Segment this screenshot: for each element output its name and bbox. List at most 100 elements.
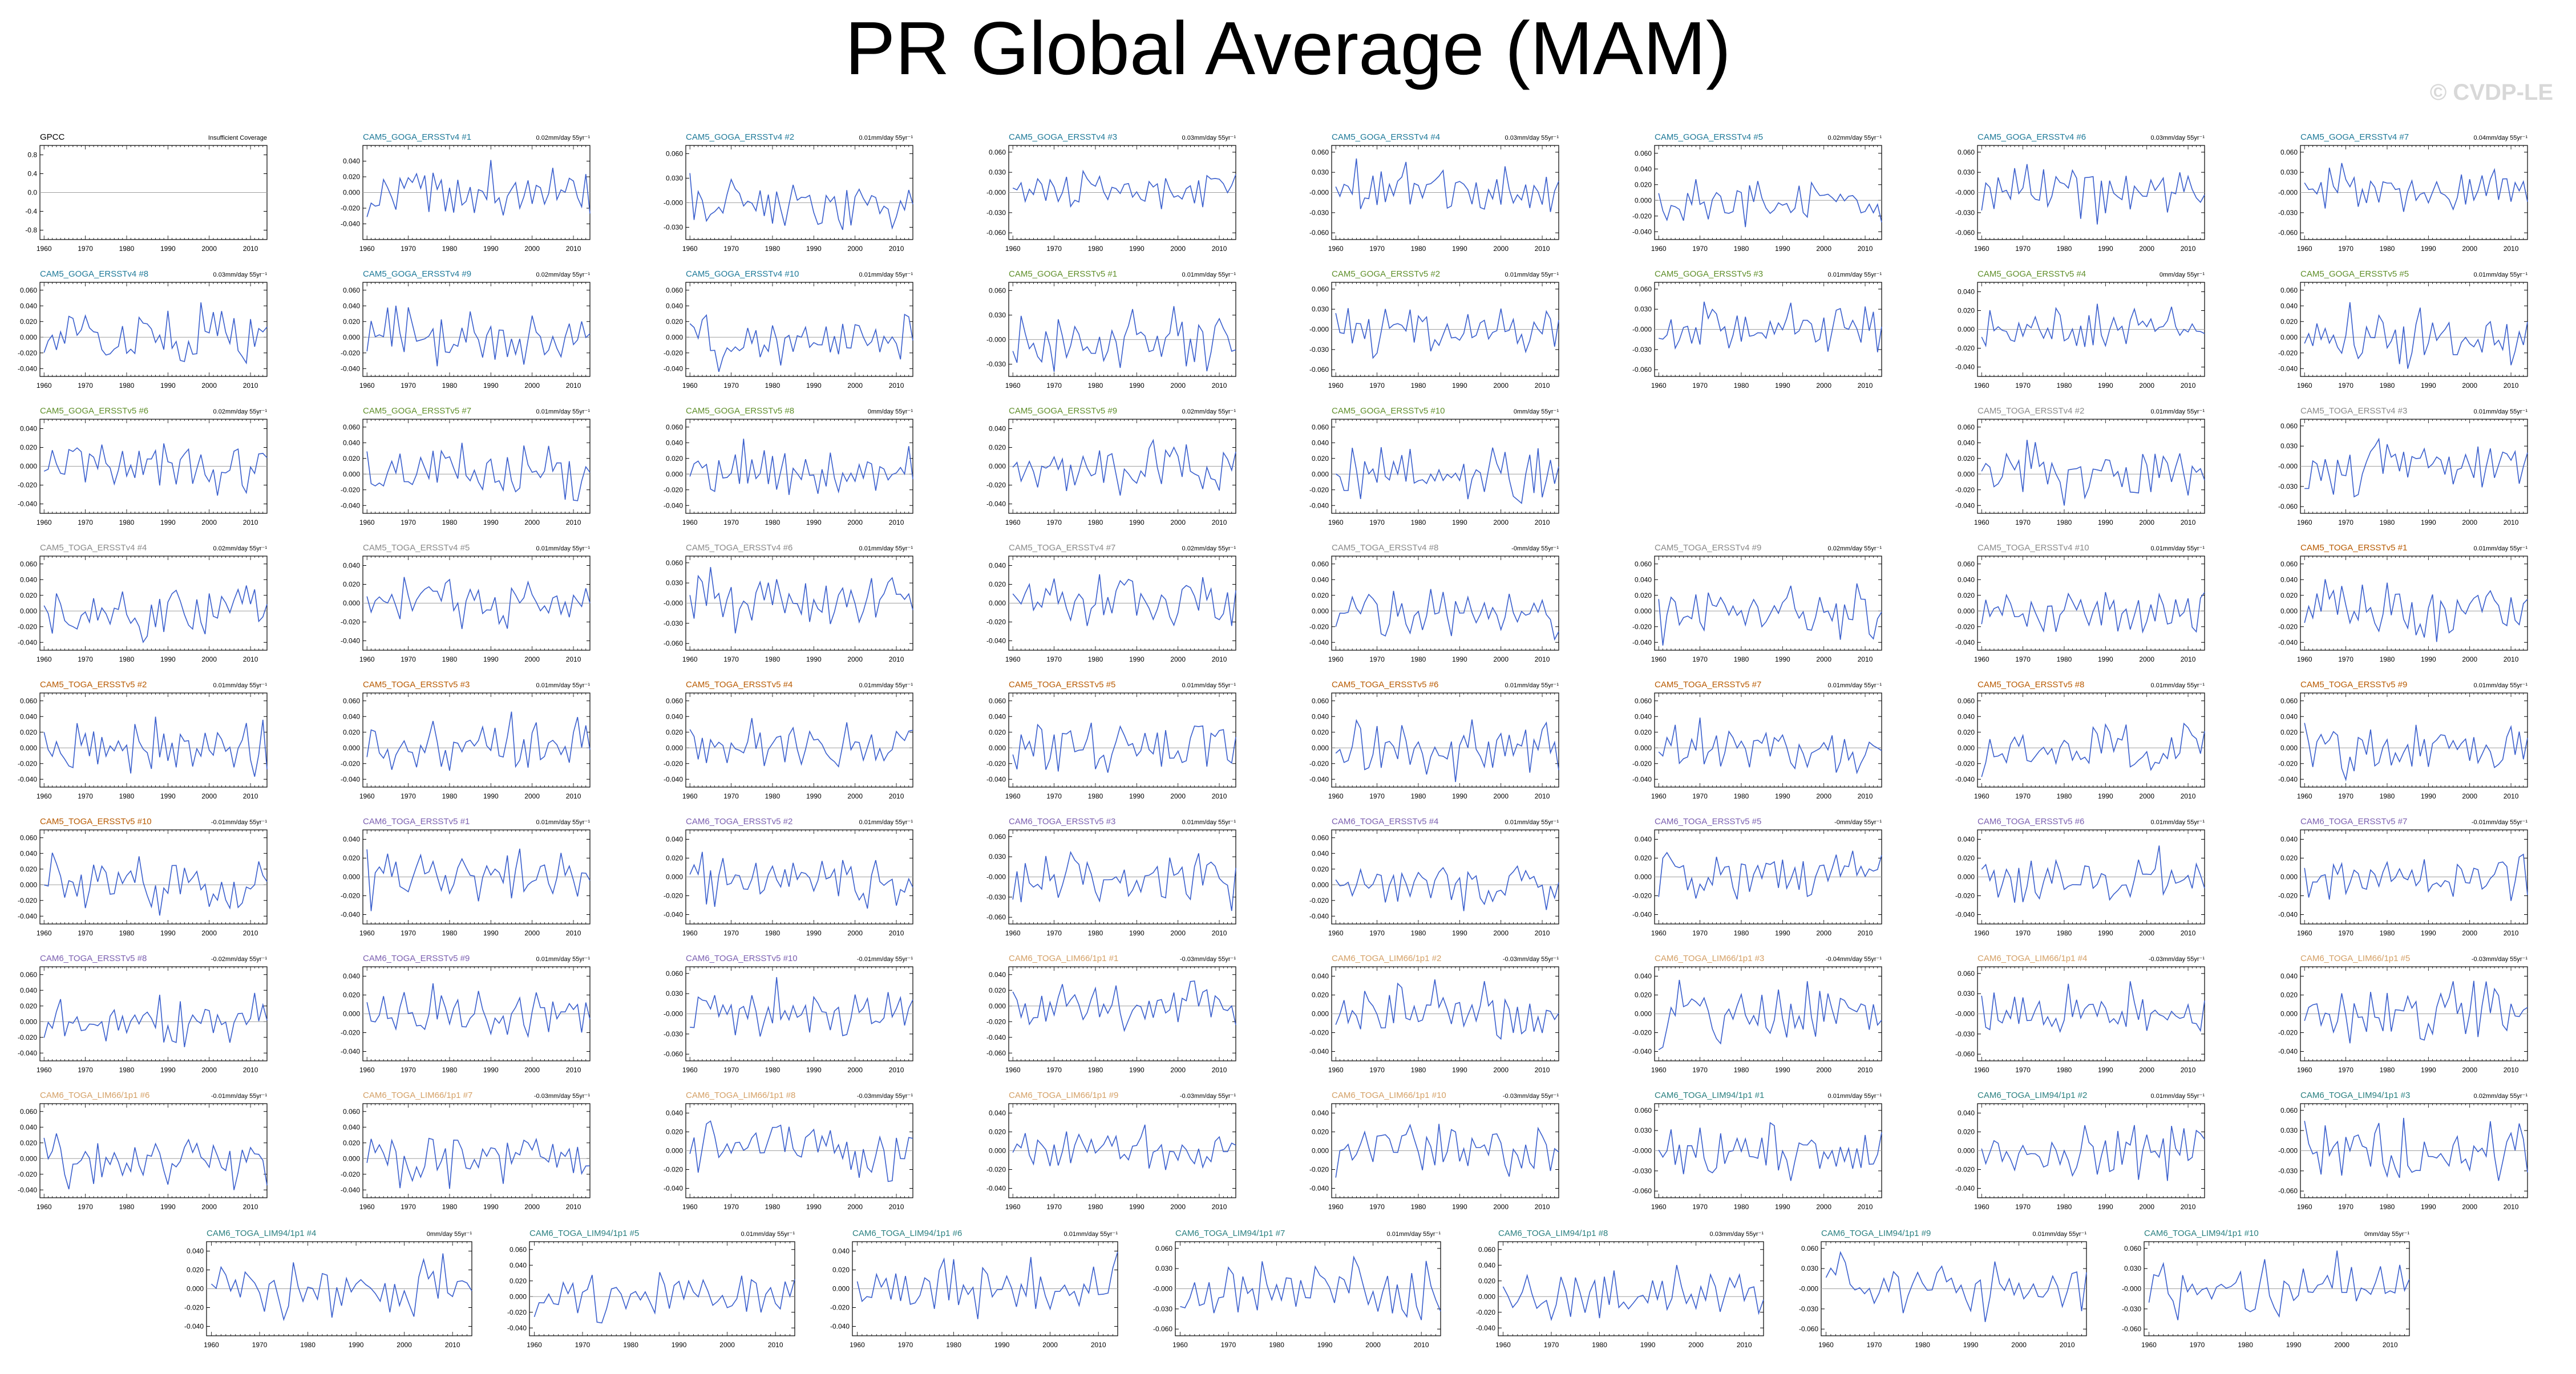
y-tick-label: 0.060 [2280,560,2298,568]
panel-title: CAM5_GOGA_ERSSTv5 #3 [1655,269,1763,279]
x-tick-label: 1960 [682,655,698,663]
y-tick-label: 0.030 [1312,305,1329,313]
y-tick-label: -0.020 [18,623,37,631]
x-tick-label: 2000 [2462,382,2477,390]
y-tick-label: -0.040 [18,775,37,783]
x-tick-label: 2000 [1170,655,1186,663]
y-tick-label: 0.000 [2280,333,2298,341]
panel-title: CAM5_GOGA_ERSSTv4 #2 [686,132,794,142]
x-tick-label: 1990 [160,792,176,800]
panel-title: CAM5_GOGA_ERSSTv4 #5 [1655,132,1763,142]
x-tick-label: 2010 [889,792,904,800]
y-tick-label: 0.060 [2280,286,2298,294]
y-tick-label: -0.030 [1309,346,1329,354]
y-tick-label: 0.040 [1958,439,1975,447]
x-tick-label: 2000 [1493,382,1509,390]
x-tick-label: 2000 [1170,382,1186,390]
panel-19: CAM5_GOGA_ERSSTv5 #8 0mm/day 55yr⁻¹ 0.060 0… [664,406,913,526]
x-tick-label: 1990 [2098,382,2113,390]
y-tick-label: -0.040 [18,500,37,508]
panel-title: CAM5_GOGA_ERSSTv4 #4 [1332,132,1440,142]
y-tick-label: 0.060 [1312,285,1329,293]
y-tick-label: 0.000 [343,470,360,478]
panel-trend: 0.01mm/day 55yr⁻¹ [2151,408,2205,415]
y-tick-label: -0.040 [986,500,1006,508]
series-line [1012,574,1236,627]
panel-trend: 0.01mm/day 55yr⁻¹ [859,271,913,278]
y-tick-label: 0.000 [343,189,360,197]
y-tick-label: 0.000 [343,744,360,752]
x-tick-label: 1990 [483,792,499,800]
panel-4: CAM5_GOGA_ERSSTv4 #3 0.03mm/day 55yr⁻¹ 0.0… [986,132,1236,253]
series-line [1981,303,2205,347]
y-tick-label: -0.020 [2278,349,2298,357]
series-line [1012,169,1236,209]
y-tick-label: -0.020 [18,349,37,357]
x-tick-label: 1980 [119,245,135,253]
x-tick-label: 1970 [1692,655,1708,663]
y-tick-label: -0.020 [1632,623,1652,631]
x-tick-label: 1990 [806,792,822,800]
x-tick-label: 2010 [243,382,258,390]
panel-9: CAM5_GOGA_ERSSTv4 #8 0.03mm/day 55yr⁻¹ 0.0… [18,269,268,390]
y-tick-label: 0.060 [20,560,37,568]
panel-trend: 0.01mm/day 55yr⁻¹ [536,408,591,415]
x-tick-label: 1960 [1651,245,1667,253]
panel-3: CAM5_GOGA_ERSSTv4 #2 0.01mm/day 55yr⁻¹ 0.0… [664,132,913,253]
x-tick-label: 1980 [1411,655,1426,663]
y-tick-label: -0.000 [986,189,1006,197]
y-tick-label: 0.000 [1635,196,1652,204]
x-tick-label: 2010 [1858,382,1873,390]
x-tick-label: 2000 [2462,655,2477,663]
panel-frame [1654,556,1882,651]
panel-trend: 0.01mm/day 55yr⁻¹ [1182,271,1236,278]
y-tick-label: -0.040 [664,775,683,783]
y-tick-label: -0.040 [664,364,683,372]
y-tick-label: -0.020 [1955,344,1975,352]
y-tick-label: -0.020 [2278,623,2298,631]
y-tick-label: -0.060 [1955,229,1975,237]
x-tick-label: 1970 [1046,518,1062,526]
x-tick-label: 1960 [1328,655,1344,663]
y-tick-label: 0.060 [666,149,683,157]
panel-15: CAM5_GOGA_ERSSTv5 #4 0mm/day 55yr⁻¹ 0.040 0… [1955,269,2205,390]
panel-frame [1977,419,2205,514]
x-tick-label: 1970 [1046,655,1062,663]
panel-frame [1331,692,1559,788]
panel-trend: 0.03mm/day 55yr⁻¹ [2151,135,2205,141]
x-tick-label: 1960 [37,245,52,253]
y-tick-label: -0.000 [986,335,1006,343]
y-tick-label: -0.040 [341,501,360,509]
y-tick-label: 0.020 [989,728,1006,736]
y-tick-label: 0.040 [343,562,360,570]
x-tick-label: 1990 [1129,792,1145,800]
page-title: PR Global Average (MAM) [845,6,1731,90]
panel-trend: 0mm/day 55yr⁻¹ [1514,408,1559,415]
panel-23: CAM5_TOGA_ERSSTv4 #2 0.01mm/day 55yr⁻¹ 0.0… [1955,406,2205,526]
x-tick-label: 2000 [524,518,540,526]
x-tick-label: 1970 [78,792,93,800]
x-tick-label: 1990 [1129,655,1145,663]
y-tick-label: 0.030 [666,174,683,182]
x-tick-label: 1990 [2421,245,2436,253]
panel-trend: 0mm/day 55yr⁻¹ [2160,271,2205,278]
y-tick-label: 0.040 [343,439,360,447]
y-tick-label: 0.040 [20,425,37,433]
x-tick-label: 1990 [483,245,499,253]
watermark: © CVDP-LE [2429,80,2553,105]
panel-title: CAM5_GOGA_ERSSTv4 #3 [1009,132,1117,142]
x-tick-label: 2000 [524,382,540,390]
x-tick-label: 2000 [1170,518,1186,526]
panel-frame [1977,556,2205,651]
series-line [43,302,268,365]
y-tick-label: 0.040 [343,302,360,310]
x-tick-label: 1990 [483,382,499,390]
x-tick-label: 2000 [1170,245,1186,253]
x-tick-label: 2010 [889,518,904,526]
panel-frame [1331,419,1559,514]
x-tick-label: 1990 [1452,655,1467,663]
y-tick-label: 0.030 [1635,305,1652,313]
y-tick-label: -0.000 [1309,326,1329,334]
panel-16: CAM5_GOGA_ERSSTv5 #5 0.01mm/day 55yr⁻¹ 0.0… [2278,269,2528,390]
